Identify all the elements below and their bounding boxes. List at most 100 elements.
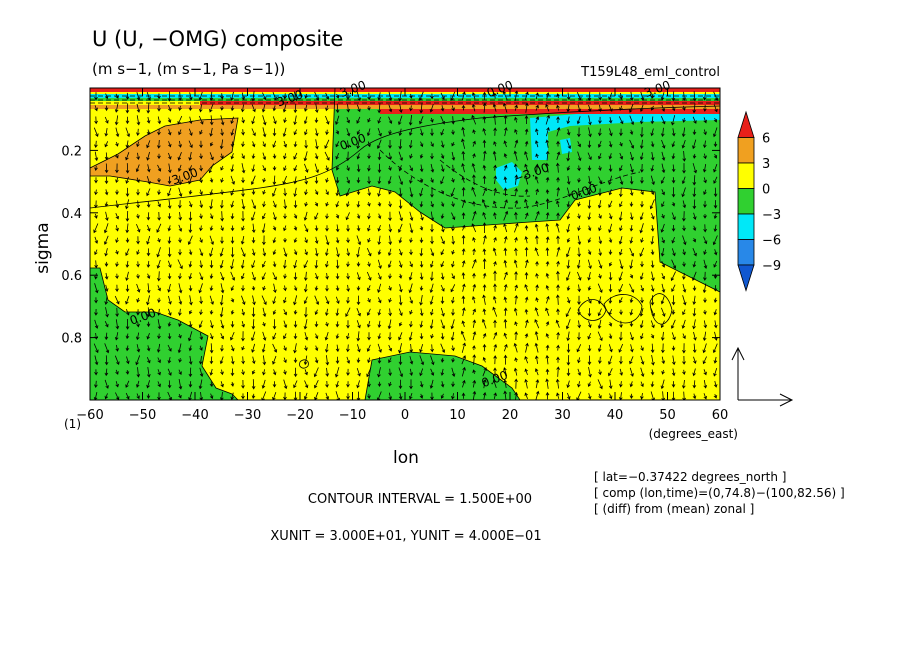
vector-arrow <box>198 91 203 101</box>
x-unit-label: (degrees_east) <box>649 427 738 441</box>
vector-arrow <box>356 247 360 258</box>
vector-arrow <box>430 201 434 208</box>
vector-arrow <box>462 283 466 292</box>
vector-arrow <box>650 93 655 100</box>
vector-arrow <box>514 271 518 281</box>
vector-arrow <box>398 379 403 390</box>
vector-arrow <box>146 321 151 328</box>
vector-arrow <box>346 128 351 137</box>
vector-arrow <box>524 151 529 161</box>
vector-arrow <box>115 163 119 174</box>
vector-arrow <box>366 271 372 281</box>
vector-arrow <box>692 295 697 305</box>
vector-arrow <box>388 201 392 208</box>
vector-arrow <box>535 104 539 111</box>
vector-arrow <box>482 164 487 171</box>
vector-arrow <box>125 210 130 222</box>
vector-arrow <box>335 177 340 184</box>
vector-arrow <box>188 165 192 172</box>
vector-arrow <box>408 283 413 294</box>
vector-arrow <box>681 139 686 149</box>
vector-arrow <box>157 116 162 125</box>
vector-arrow <box>94 369 98 376</box>
vector-arrow <box>555 378 560 389</box>
vector-arrow <box>398 343 402 354</box>
vector-arrow <box>388 344 392 352</box>
vector-arrow <box>104 116 109 124</box>
vector-arrow <box>356 189 361 196</box>
vector-arrow <box>209 393 214 400</box>
vector-arrow <box>503 210 509 221</box>
vector-arrow <box>220 211 224 222</box>
vector-arrow <box>188 367 193 378</box>
vector-arrow <box>146 295 150 306</box>
vector-arrow <box>304 189 308 196</box>
vector-arrow <box>283 345 287 352</box>
vector-arrow <box>419 177 424 183</box>
vector-arrow <box>409 223 414 234</box>
vector-arrow <box>230 392 234 400</box>
vector-arrow <box>178 321 182 327</box>
vector-arrow <box>230 321 235 328</box>
vector-arrow <box>377 176 382 185</box>
vector-arrow <box>136 321 140 328</box>
vector-arrow <box>545 176 550 183</box>
vector-arrow <box>556 308 560 315</box>
vector-arrow <box>104 201 109 208</box>
vector-arrow <box>377 259 382 269</box>
vector-arrow <box>335 188 340 197</box>
vector-arrow <box>461 342 466 353</box>
vector-arrow <box>114 103 119 113</box>
vector-arrow <box>377 381 382 387</box>
vector-arrow <box>619 105 623 111</box>
vector-arrow <box>335 259 340 269</box>
vector-arrow <box>692 153 697 159</box>
x-tick-label: −20 <box>286 408 313 423</box>
vector-arrow <box>534 210 540 221</box>
vector-arrow <box>556 140 560 147</box>
vector-arrow <box>346 92 350 100</box>
vector-arrow <box>261 379 266 389</box>
vector-arrow <box>703 129 707 136</box>
vector-arrow <box>670 271 676 282</box>
vector-arrow <box>325 201 329 207</box>
vector-arrow <box>629 115 635 126</box>
vector-arrow <box>304 201 308 207</box>
vector-arrow <box>219 139 224 150</box>
vector-arrow <box>188 249 193 256</box>
vector-arrow <box>325 165 329 172</box>
vector-arrow <box>703 177 707 184</box>
vector-arrow <box>219 259 224 269</box>
vector-arrow <box>618 283 624 293</box>
vector-arrow <box>556 116 560 124</box>
vector-arrow <box>125 284 130 293</box>
vector-arrow <box>451 177 455 183</box>
vector-arrow <box>335 93 340 99</box>
vector-arrow <box>493 367 497 376</box>
vector-arrow <box>199 345 203 351</box>
vector-arrow <box>639 104 644 113</box>
vector-arrow <box>409 211 414 221</box>
vector-arrow <box>367 117 371 123</box>
vector-arrow <box>629 321 634 327</box>
vector-arrow <box>492 247 497 256</box>
vector-arrow <box>703 117 707 124</box>
vector-arrow <box>125 369 130 375</box>
vector-arrow <box>472 345 476 351</box>
vector-arrow <box>199 225 203 232</box>
vector-arrow <box>125 127 130 138</box>
vector-arrow <box>419 333 424 340</box>
vector-arrow <box>199 129 203 135</box>
vector-arrow <box>629 103 634 113</box>
vector-arrow <box>367 213 371 220</box>
vector-arrow <box>514 321 518 327</box>
colorbar-swatch <box>737 239 755 266</box>
vector-arrow <box>283 333 287 340</box>
vector-arrow <box>703 140 707 149</box>
vector-arrow <box>597 319 602 329</box>
vector-arrow <box>167 273 172 280</box>
vector-arrow <box>619 320 623 328</box>
vector-arrow <box>618 116 624 125</box>
vector-arrow <box>198 320 203 329</box>
vector-arrow <box>493 224 497 231</box>
